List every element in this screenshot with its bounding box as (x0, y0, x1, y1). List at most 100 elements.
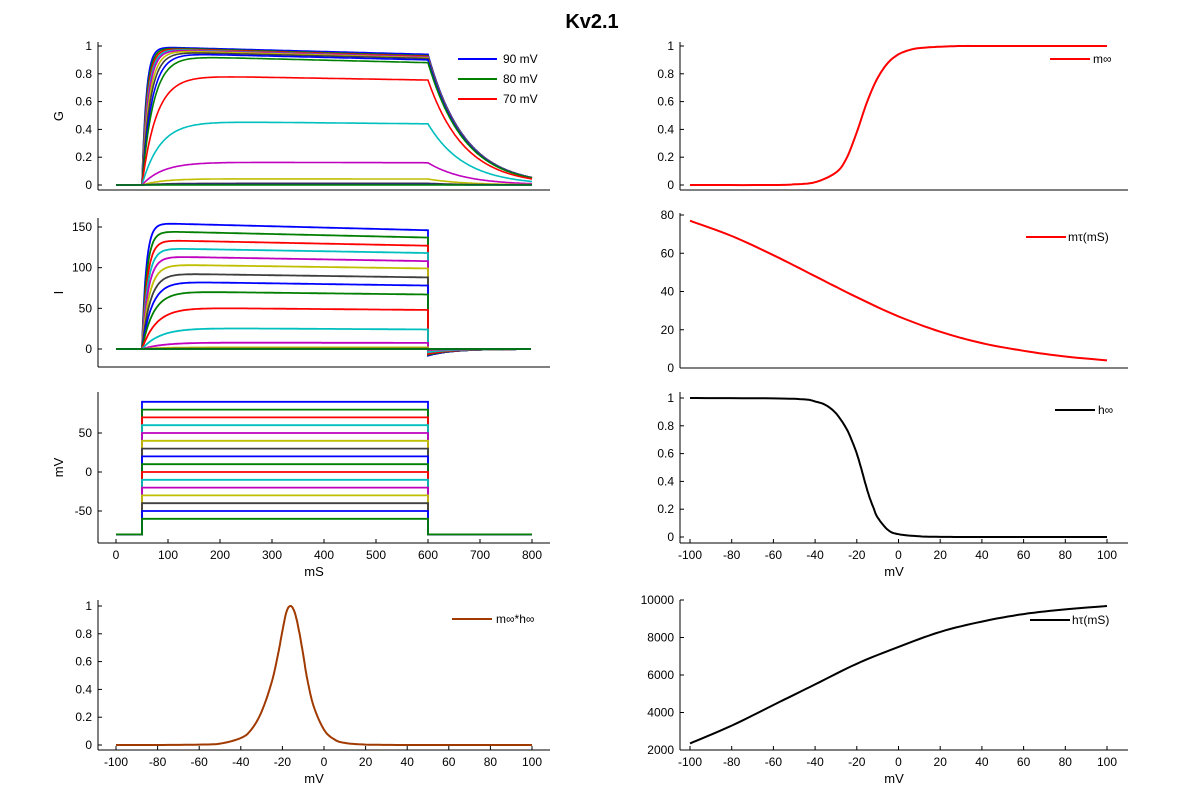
curve-trace (690, 44, 1107, 187)
y-tick-label: 0.6 (657, 447, 674, 461)
x-tick-label: 80 (1059, 755, 1073, 769)
x-tick-label: 300 (262, 548, 282, 562)
y-tick-label: 0 (85, 342, 92, 356)
x-tick-label: 20 (359, 755, 373, 769)
curve-trace (690, 397, 1107, 538)
legend-entry: h∞ (1098, 403, 1113, 417)
legend-entry: m∞*h∞ (496, 612, 534, 626)
x-axis-label: mV (884, 771, 904, 786)
x-tick-label: 80 (1059, 548, 1073, 562)
voltage-step-trace (116, 463, 532, 536)
legend-entry: 70 mV (503, 92, 538, 106)
y-tick-label: 1 (667, 39, 674, 53)
legend-entry: m∞ (1093, 52, 1112, 66)
x-tick-label: -40 (232, 755, 250, 769)
x-tick-label: -20 (848, 755, 866, 769)
x-tick-label: -60 (765, 548, 783, 562)
x-tick-label: -100 (678, 548, 702, 562)
x-tick-label: -20 (848, 548, 866, 562)
y-tick-label: 0.4 (75, 682, 92, 696)
y-tick-label: 0.4 (657, 474, 674, 488)
x-tick-label: 200 (210, 548, 230, 562)
x-tick-label: 100 (522, 755, 542, 769)
x-tick-label: 80 (484, 755, 498, 769)
curve-trace (689, 605, 1108, 745)
x-tick-label: 20 (934, 755, 948, 769)
x-tick-label: 100 (158, 548, 178, 562)
voltage-step-trace (116, 447, 532, 536)
x-tick-label: 40 (975, 548, 989, 562)
current-panel: 0 50 100 150 I (51, 218, 550, 368)
voltage-step-trace (116, 400, 532, 536)
y-tick-label: 1 (667, 391, 674, 405)
htau-panel: 2000 4000 6000 8000 10000 -100 -80 -60 -40 -20 0 20… (641, 593, 1128, 786)
y-tick-label: 0.4 (657, 122, 674, 136)
x-tick-label: 100 (1097, 755, 1117, 769)
mtau-panel: 0 20 40 60 80 mτ(mS) (661, 208, 1128, 375)
x-tick-label: 40 (401, 755, 415, 769)
y-tick-label: 0.2 (75, 150, 92, 164)
y-tick-label: 0 (85, 465, 92, 479)
x-tick-label: -40 (806, 755, 824, 769)
y-tick-label: 100 (72, 261, 92, 275)
current-trace (116, 291, 531, 356)
x-tick-label: 400 (314, 548, 334, 562)
conductance-trace (116, 121, 533, 186)
legend-entry: 90 mV (503, 52, 538, 66)
x-tick-label: -80 (149, 755, 167, 769)
y-tick-label: 20 (661, 323, 675, 337)
conductance-trace (116, 161, 532, 186)
y-tick-label: 0.8 (75, 627, 92, 641)
y-tick-label: 1 (85, 599, 92, 613)
conductance-trace (116, 178, 533, 186)
y-tick-label: 40 (661, 285, 675, 299)
conductance-trace (116, 76, 533, 186)
x-tick-label: -100 (678, 755, 702, 769)
y-tick-label: 2000 (647, 743, 674, 757)
x-tick-label: 600 (418, 548, 438, 562)
x-tick-label: -60 (191, 755, 209, 769)
current-trace (116, 327, 531, 354)
x-tick-label: -80 (723, 755, 741, 769)
y-tick-label: 0.8 (75, 67, 92, 81)
x-tick-label: 40 (975, 755, 989, 769)
y-tick-label: 0 (667, 361, 674, 375)
y-tick-label: 8000 (647, 631, 674, 645)
y-tick-label: -50 (75, 504, 93, 518)
minf-panel: 0 0.2 0.4 0.6 0.8 1 m∞ (657, 39, 1128, 192)
x-tick-label: -80 (723, 548, 741, 562)
legend-entry: hτ(mS) (1072, 613, 1109, 627)
x-tick-label: 0 (321, 755, 328, 769)
y-tick-label: 0 (85, 738, 92, 752)
y-tick-label: 80 (661, 208, 675, 222)
y-tick-label: 0 (85, 178, 92, 192)
y-tick-label: 50 (79, 301, 93, 315)
x-tick-label: 60 (1017, 755, 1031, 769)
y-tick-label: 0.6 (657, 95, 674, 109)
y-tick-label: 0 (667, 178, 674, 192)
y-tick-label: 150 (72, 220, 92, 234)
conductance-trace (116, 47, 533, 186)
curve-trace (116, 605, 532, 746)
current-trace (116, 256, 531, 357)
voltage-step-trace (116, 416, 532, 536)
y-tick-label: 0.8 (657, 419, 674, 433)
x-tick-label: 100 (1097, 548, 1117, 562)
legend-entry: mτ(mS) (1068, 230, 1109, 244)
x-tick-label: 60 (1017, 548, 1031, 562)
figure-title: Kv2.1 (565, 11, 618, 33)
y-tick-label: 0.4 (75, 122, 92, 136)
x-axis-label: mV (884, 564, 904, 579)
y-tick-label: 10000 (641, 593, 675, 607)
legend-entry: 80 mV (503, 72, 538, 86)
conductance-trace (116, 56, 533, 186)
y-tick-label: 0.8 (657, 67, 674, 81)
x-tick-label: 60 (442, 755, 456, 769)
x-tick-label: 0 (113, 548, 120, 562)
y-tick-label: 60 (661, 246, 675, 260)
x-tick-label: 800 (522, 548, 542, 562)
x-axis-label: mS (304, 564, 324, 579)
mh-panel: 0 0.2 0.4 0.6 0.8 1 -100 -80 -60 -40 -20 0 20 40 60 80 1… (75, 599, 550, 786)
y-tick-label: 0.2 (75, 710, 92, 724)
